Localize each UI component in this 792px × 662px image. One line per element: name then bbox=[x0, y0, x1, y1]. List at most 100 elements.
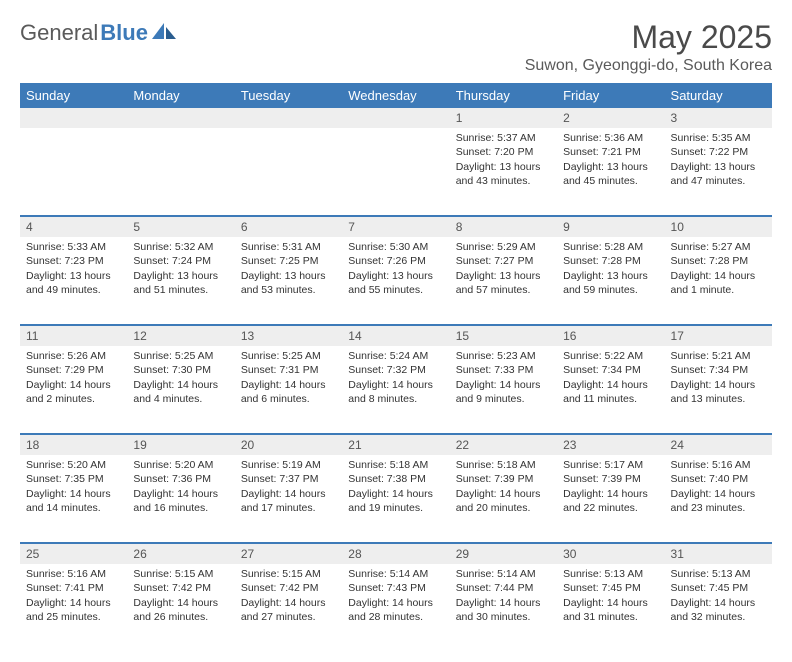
sunrise-text: Sunrise: 5:20 AM bbox=[133, 458, 228, 472]
sunset-text: Sunset: 7:42 PM bbox=[133, 581, 228, 595]
sunset-text: Sunset: 7:38 PM bbox=[348, 472, 443, 486]
daylight-text: Daylight: 14 hours and 17 minutes. bbox=[241, 487, 336, 515]
sunrise-text: Sunrise: 5:17 AM bbox=[563, 458, 658, 472]
sunrise-text: Sunrise: 5:27 AM bbox=[671, 240, 766, 254]
daylight-text: Daylight: 14 hours and 25 minutes. bbox=[26, 596, 121, 624]
sunset-text: Sunset: 7:23 PM bbox=[26, 254, 121, 268]
day-cell: Sunrise: 5:33 AMSunset: 7:23 PMDaylight:… bbox=[20, 237, 127, 325]
daylight-text: Daylight: 13 hours and 53 minutes. bbox=[241, 269, 336, 297]
day-header-row: Sunday Monday Tuesday Wednesday Thursday… bbox=[20, 83, 772, 108]
day-content-row: Sunrise: 5:16 AMSunset: 7:41 PMDaylight:… bbox=[20, 564, 772, 652]
sunset-text: Sunset: 7:32 PM bbox=[348, 363, 443, 377]
daylight-text: Daylight: 13 hours and 45 minutes. bbox=[563, 160, 658, 188]
sunrise-text: Sunrise: 5:13 AM bbox=[671, 567, 766, 581]
day-cell: Sunrise: 5:26 AMSunset: 7:29 PMDaylight:… bbox=[20, 346, 127, 434]
sunrise-text: Sunrise: 5:20 AM bbox=[26, 458, 121, 472]
sunrise-text: Sunrise: 5:16 AM bbox=[671, 458, 766, 472]
day-header: Friday bbox=[557, 83, 664, 108]
daylight-text: Daylight: 14 hours and 20 minutes. bbox=[456, 487, 551, 515]
day-number: 10 bbox=[665, 216, 772, 237]
day-number bbox=[235, 108, 342, 128]
day-cell: Sunrise: 5:15 AMSunset: 7:42 PMDaylight:… bbox=[127, 564, 234, 652]
day-cell: Sunrise: 5:18 AMSunset: 7:38 PMDaylight:… bbox=[342, 455, 449, 543]
day-header: Wednesday bbox=[342, 83, 449, 108]
day-cell: Sunrise: 5:13 AMSunset: 7:45 PMDaylight:… bbox=[665, 564, 772, 652]
daylight-text: Daylight: 14 hours and 32 minutes. bbox=[671, 596, 766, 624]
day-cell bbox=[342, 128, 449, 216]
day-content-row: Sunrise: 5:37 AMSunset: 7:20 PM Daylight:… bbox=[20, 128, 772, 216]
day-content-row: Sunrise: 5:33 AMSunset: 7:23 PMDaylight:… bbox=[20, 237, 772, 325]
day-cell: Sunrise: 5:29 AMSunset: 7:27 PMDaylight:… bbox=[450, 237, 557, 325]
day-cell: Sunrise: 5:25 AMSunset: 7:31 PMDaylight:… bbox=[235, 346, 342, 434]
day-cell bbox=[20, 128, 127, 216]
daylight-text: Daylight: 13 hours and 55 minutes. bbox=[348, 269, 443, 297]
day-number: 1 bbox=[450, 108, 557, 128]
sunset-text: Sunset: 7:20 PM bbox=[456, 145, 551, 159]
day-number: 26 bbox=[127, 543, 234, 564]
daylight-text: Daylight: 13 hours and 49 minutes. bbox=[26, 269, 121, 297]
sunrise-text: Sunrise: 5:22 AM bbox=[563, 349, 658, 363]
daylight-text: Daylight: 14 hours and 16 minutes. bbox=[133, 487, 228, 515]
sunset-text: Sunset: 7:37 PM bbox=[241, 472, 336, 486]
day-header: Thursday bbox=[450, 83, 557, 108]
day-number bbox=[342, 108, 449, 128]
calendar-page: GeneralBlue May 2025 Suwon, Gyeonggi-do,… bbox=[0, 0, 792, 662]
sunset-text: Sunset: 7:45 PM bbox=[563, 581, 658, 595]
day-number: 19 bbox=[127, 434, 234, 455]
sunset-text: Sunset: 7:31 PM bbox=[241, 363, 336, 377]
daylight-text: Daylight: 14 hours and 1 minute. bbox=[671, 269, 766, 297]
sunrise-text: Sunrise: 5:24 AM bbox=[348, 349, 443, 363]
daylight-text: Daylight: 14 hours and 4 minutes. bbox=[133, 378, 228, 406]
sunrise-text: Sunrise: 5:28 AM bbox=[563, 240, 658, 254]
month-title: May 2025 bbox=[525, 20, 772, 55]
sunset-text: Sunset: 7:21 PM bbox=[563, 145, 658, 159]
sunset-text: Sunset: 7:40 PM bbox=[671, 472, 766, 486]
day-cell: Sunrise: 5:35 AMSunset: 7:22 PMDaylight:… bbox=[665, 128, 772, 216]
sunrise-text: Sunrise: 5:32 AM bbox=[133, 240, 228, 254]
day-cell: Sunrise: 5:20 AMSunset: 7:35 PMDaylight:… bbox=[20, 455, 127, 543]
day-cell: Sunrise: 5:19 AMSunset: 7:37 PMDaylight:… bbox=[235, 455, 342, 543]
header: GeneralBlue May 2025 Suwon, Gyeonggi-do,… bbox=[20, 20, 772, 75]
sunrise-text: Sunrise: 5:14 AM bbox=[456, 567, 551, 581]
daylight-text: Daylight: 14 hours and 30 minutes. bbox=[456, 596, 551, 624]
sunrise-text: Sunrise: 5:21 AM bbox=[671, 349, 766, 363]
sunrise-text: Sunrise: 5:29 AM bbox=[456, 240, 551, 254]
sunrise-text: Sunrise: 5:37 AM bbox=[456, 131, 551, 145]
daylight-text: Daylight: 14 hours and 9 minutes. bbox=[456, 378, 551, 406]
day-number: 15 bbox=[450, 325, 557, 346]
sunrise-text: Sunrise: 5:15 AM bbox=[241, 567, 336, 581]
sunset-text: Sunset: 7:29 PM bbox=[26, 363, 121, 377]
sunset-text: Sunset: 7:44 PM bbox=[456, 581, 551, 595]
day-number: 3 bbox=[665, 108, 772, 128]
day-cell: Sunrise: 5:16 AMSunset: 7:41 PMDaylight:… bbox=[20, 564, 127, 652]
sunrise-text: Sunrise: 5:25 AM bbox=[133, 349, 228, 363]
day-cell: Sunrise: 5:18 AMSunset: 7:39 PMDaylight:… bbox=[450, 455, 557, 543]
day-cell: Sunrise: 5:13 AMSunset: 7:45 PMDaylight:… bbox=[557, 564, 664, 652]
sunset-text: Sunset: 7:45 PM bbox=[671, 581, 766, 595]
sunrise-text: Sunrise: 5:16 AM bbox=[26, 567, 121, 581]
sunset-text: Sunset: 7:36 PM bbox=[133, 472, 228, 486]
daylight-text: Daylight: 13 hours and 59 minutes. bbox=[563, 269, 658, 297]
day-header: Tuesday bbox=[235, 83, 342, 108]
day-header: Saturday bbox=[665, 83, 772, 108]
day-cell: Sunrise: 5:32 AMSunset: 7:24 PMDaylight:… bbox=[127, 237, 234, 325]
day-content-row: Sunrise: 5:26 AMSunset: 7:29 PMDaylight:… bbox=[20, 346, 772, 434]
daylight-text: Daylight: 14 hours and 2 minutes. bbox=[26, 378, 121, 406]
brand-part1: General bbox=[20, 20, 98, 46]
day-number-row: 45678910 bbox=[20, 216, 772, 237]
day-cell: Sunrise: 5:22 AMSunset: 7:34 PMDaylight:… bbox=[557, 346, 664, 434]
day-number: 29 bbox=[450, 543, 557, 564]
day-number: 4 bbox=[20, 216, 127, 237]
sunrise-text: Sunrise: 5:13 AM bbox=[563, 567, 658, 581]
day-number: 7 bbox=[342, 216, 449, 237]
day-cell: Sunrise: 5:37 AMSunset: 7:20 PMDaylight:… bbox=[450, 128, 557, 216]
day-cell: Sunrise: 5:25 AMSunset: 7:30 PMDaylight:… bbox=[127, 346, 234, 434]
sunset-text: Sunset: 7:43 PM bbox=[348, 581, 443, 595]
day-number: 13 bbox=[235, 325, 342, 346]
day-cell bbox=[235, 128, 342, 216]
day-cell: Sunrise: 5:23 AMSunset: 7:33 PMDaylight:… bbox=[450, 346, 557, 434]
day-number: 30 bbox=[557, 543, 664, 564]
day-cell: Sunrise: 5:27 AMSunset: 7:28 PMDaylight:… bbox=[665, 237, 772, 325]
day-number: 20 bbox=[235, 434, 342, 455]
sunset-text: Sunset: 7:35 PM bbox=[26, 472, 121, 486]
